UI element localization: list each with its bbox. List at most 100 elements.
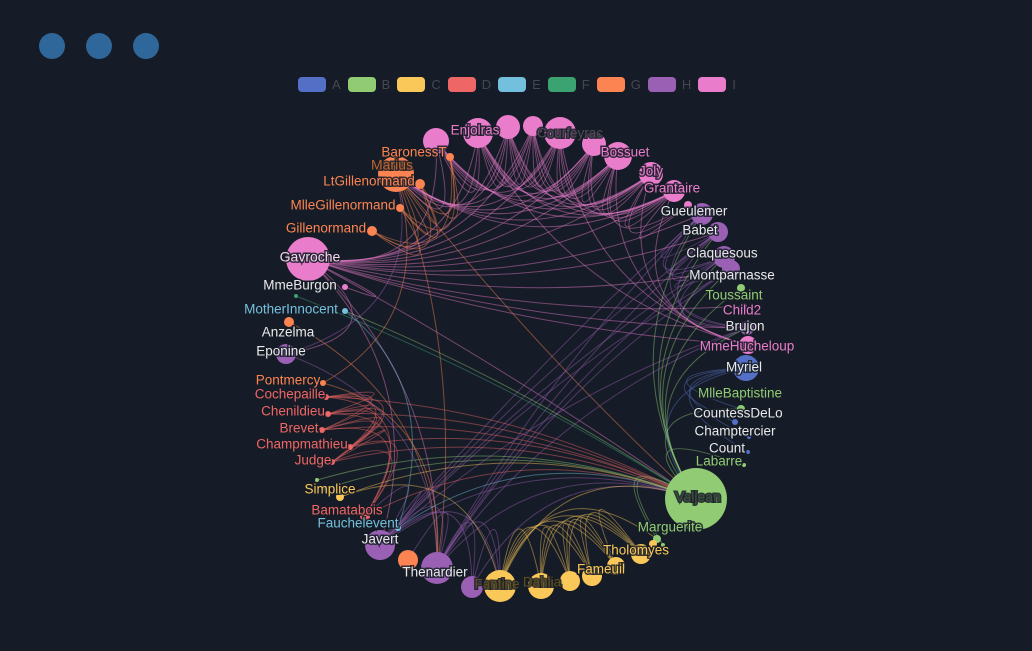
legend-item-D[interactable]: D — [447, 77, 491, 92]
graph-node-Toussaint[interactable] — [737, 284, 745, 292]
graph-node-Courfeyrac[interactable] — [544, 117, 576, 149]
graph-node-Champmathieu[interactable] — [347, 444, 353, 450]
legend-swatch-E[interactable] — [498, 77, 527, 92]
graph-node-MlleBaptistine[interactable] — [737, 405, 745, 413]
graph-node-Fauchelevent[interactable] — [395, 525, 401, 531]
legend-item-G[interactable]: G — [596, 77, 641, 92]
graph-node-Gueulemer[interactable] — [691, 203, 713, 225]
node-label-Thenardier: Thenardier — [402, 565, 468, 580]
legend-item-E[interactable]: E — [498, 77, 541, 92]
graph-node[interactable] — [398, 550, 418, 570]
graph-node-BaronessT[interactable] — [446, 153, 454, 161]
graph-node[interactable] — [684, 201, 692, 209]
graph-node[interactable] — [461, 576, 483, 598]
graph-node-Judge[interactable] — [329, 459, 335, 465]
graph-node-Gavroche[interactable] — [286, 237, 330, 281]
graph-edge — [307, 258, 395, 546]
legend-item-H[interactable]: H — [647, 77, 691, 92]
graph-node-Fantine[interactable] — [484, 570, 516, 602]
graph-node[interactable] — [607, 557, 625, 575]
legend-label: A — [332, 77, 341, 92]
legend-item-C[interactable]: C — [397, 77, 441, 92]
graph-node[interactable] — [323, 487, 327, 491]
graph-node-Valjean[interactable] — [665, 468, 727, 530]
graph-node-MmeBurgon[interactable] — [342, 284, 348, 290]
window-control-dot[interactable] — [133, 33, 159, 59]
graph-node-Bossuet[interactable] — [604, 142, 632, 170]
graph-node-LtGillenormand[interactable] — [415, 179, 425, 189]
node-label-Count: Count — [709, 441, 745, 456]
graph-node-Grantaire[interactable] — [663, 180, 685, 202]
graph-node-Javert[interactable] — [365, 530, 395, 560]
legend-swatch-B[interactable] — [347, 77, 376, 92]
graph-node-Enjolras[interactable] — [463, 118, 493, 148]
graph-edge — [344, 310, 697, 500]
graph-edge — [540, 515, 642, 587]
graph-node-Thenardier[interactable] — [421, 552, 453, 584]
legend-item-I[interactable]: I — [698, 77, 736, 92]
graph-edge — [477, 126, 509, 188]
graph-edge — [371, 183, 432, 250]
graph-node-Brevet[interactable] — [319, 427, 325, 433]
graph-edge — [399, 156, 456, 231]
graph-edge — [436, 521, 476, 588]
legend-swatch-F[interactable] — [547, 77, 576, 92]
graph-node-Count[interactable] — [746, 450, 750, 454]
graph-node-Brujon[interactable] — [740, 321, 754, 335]
legend-swatch-A[interactable] — [298, 77, 326, 92]
graph-node[interactable] — [523, 116, 543, 136]
graph-node[interactable] — [649, 540, 657, 548]
graph-node[interactable] — [496, 115, 520, 139]
graph-node-Pontmercy[interactable] — [320, 380, 326, 386]
graph-node-Gillenormand[interactable] — [367, 226, 377, 236]
graph-node-Chenildieu[interactable] — [325, 411, 331, 417]
graph-node-Champtercier[interactable] — [747, 435, 751, 439]
graph-edge — [499, 485, 697, 587]
graph-edge — [379, 511, 501, 587]
graph-node-Eponine[interactable] — [276, 344, 296, 364]
graph-node[interactable] — [661, 543, 665, 547]
graph-edge — [689, 367, 750, 438]
graph-edge — [624, 173, 675, 228]
window-control-dot[interactable] — [86, 33, 112, 59]
graph-edge — [307, 126, 509, 262]
node-label-Labarre: Labarre — [696, 454, 743, 469]
graph-node-CountessDeLo[interactable] — [732, 419, 738, 425]
graph-node[interactable] — [315, 478, 319, 482]
graph-node-Myriel[interactable] — [733, 355, 759, 381]
graph-edge — [321, 426, 697, 500]
graph-node-MlleGillenormand[interactable] — [396, 204, 404, 212]
graph-node-Montparnasse[interactable] — [722, 260, 740, 278]
graph-node-Tholomyes[interactable] — [631, 544, 651, 564]
graph-node-Cochepaille[interactable] — [323, 394, 329, 400]
graph-node-MotherInnocent[interactable] — [342, 308, 348, 314]
graph-node-Dahlia[interactable] — [528, 573, 554, 599]
graph-node[interactable] — [560, 571, 580, 591]
legend-item-A[interactable]: A — [298, 77, 341, 92]
graph-node-Marius[interactable] — [378, 156, 414, 192]
graph-node[interactable] — [294, 294, 298, 298]
legend-item-F[interactable]: F — [547, 77, 590, 92]
graph-node-Anzelma[interactable] — [284, 317, 294, 327]
graph-node[interactable] — [423, 128, 449, 154]
graph-node-Bamatabois[interactable] — [360, 511, 370, 521]
graph-node-Fameuil[interactable] — [582, 566, 602, 586]
graph-node-Child2[interactable] — [741, 303, 747, 309]
graph-node-Babet[interactable] — [708, 222, 728, 242]
window-control-dot[interactable] — [39, 33, 65, 59]
node-label-LtGillenormand: LtGillenormand — [323, 174, 415, 189]
graph-edge — [395, 173, 652, 221]
legend-swatch-H[interactable] — [647, 77, 676, 92]
graph-edge — [507, 126, 561, 188]
legend-swatch-G[interactable] — [596, 77, 625, 92]
legend-item-B[interactable]: B — [347, 77, 390, 92]
graph-node-Joly[interactable] — [639, 162, 663, 186]
graph-node[interactable] — [582, 132, 606, 156]
graph-node-Simplice[interactable] — [336, 493, 344, 501]
legend-swatch-I[interactable] — [698, 77, 727, 92]
graph-node-Labarre[interactable] — [742, 463, 746, 467]
graph-node-MmeHucheloup[interactable] — [739, 336, 757, 354]
legend-swatch-D[interactable] — [447, 77, 476, 92]
legend-swatch-C[interactable] — [397, 77, 426, 92]
graph-edge — [540, 520, 617, 587]
